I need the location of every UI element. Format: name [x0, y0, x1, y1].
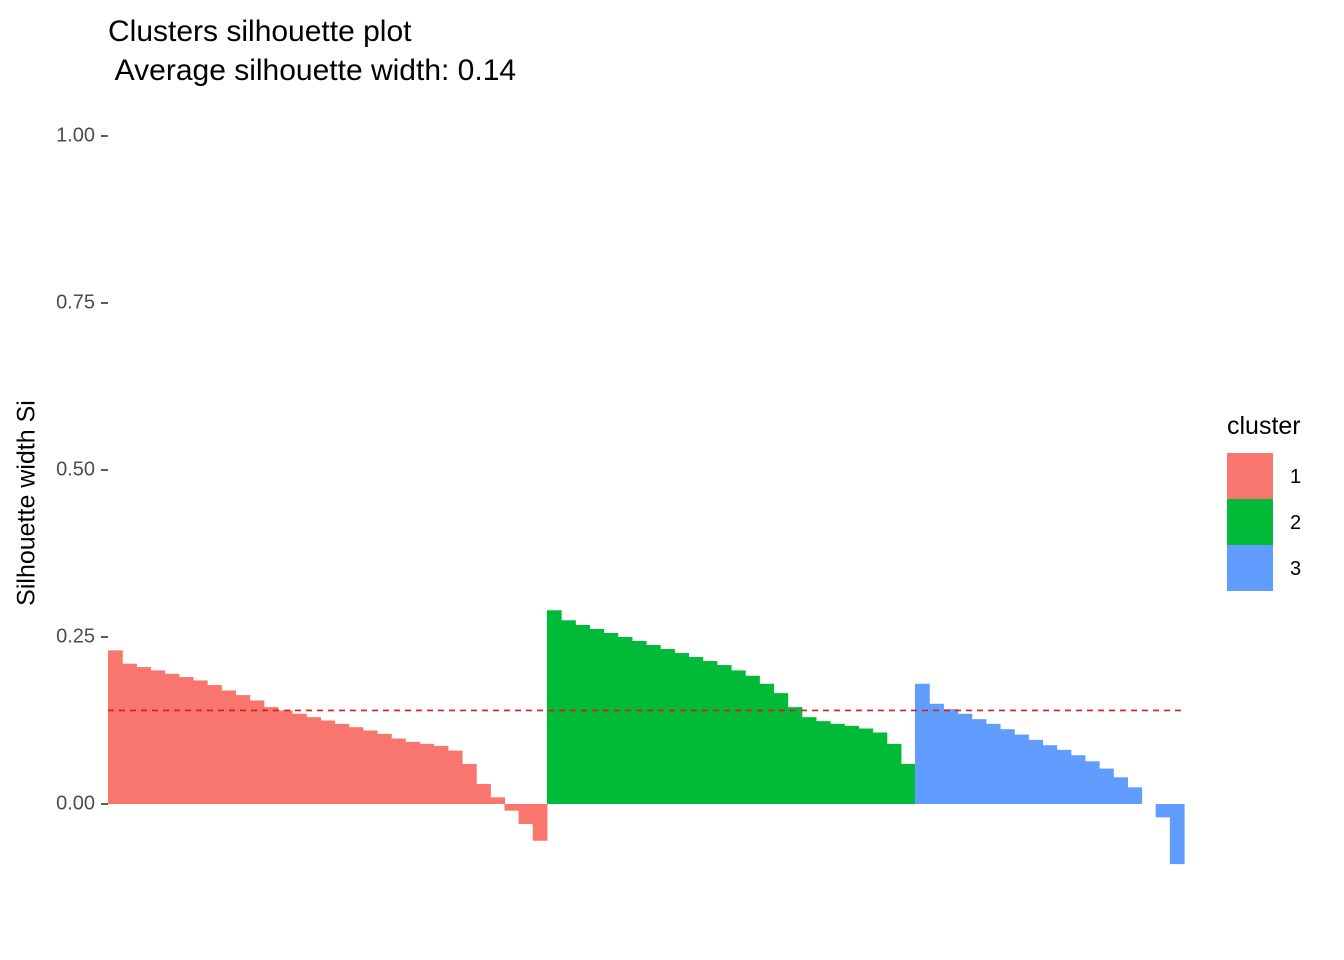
silhouette-bar-cluster-2	[688, 657, 704, 804]
silhouette-bar-cluster-1	[221, 690, 237, 804]
chart-title: Clusters silhouette plot Average silhoue…	[108, 15, 517, 87]
silhouette-bar-cluster-1	[405, 741, 421, 804]
legend-item-3: 3	[1227, 545, 1344, 591]
silhouette-bar-cluster-3	[1070, 755, 1086, 804]
silhouette-bar-cluster-1	[433, 745, 449, 804]
silhouette-bar-cluster-2	[900, 763, 916, 804]
silhouette-bar-cluster-1	[377, 733, 392, 804]
silhouette-bar-cluster-3	[1056, 749, 1072, 804]
silhouette-bar-cluster-1	[348, 727, 364, 804]
silhouette-bars	[108, 610, 1185, 865]
silhouette-bar-cluster-1	[292, 713, 307, 804]
silhouette-bar-cluster-1	[277, 710, 293, 804]
silhouette-bar-cluster-2	[589, 628, 605, 804]
silhouette-bar-cluster-1	[263, 707, 279, 804]
silhouette-bar-cluster-1	[504, 804, 520, 811]
silhouette-bar-cluster-2	[646, 645, 661, 804]
y-tick-label: 0.50	[56, 458, 95, 481]
silhouette-bar-cluster-2	[830, 723, 845, 804]
silhouette-bar-cluster-1	[320, 720, 336, 804]
silhouette-bar-cluster-1	[391, 738, 406, 804]
silhouette-bar-cluster-2	[872, 732, 888, 804]
legend-key	[1227, 499, 1273, 545]
silhouette-bar-cluster-1	[532, 804, 548, 841]
silhouette-bar-cluster-2	[787, 707, 803, 804]
silhouette-bar-cluster-1	[108, 650, 123, 804]
silhouette-bar-cluster-2	[815, 721, 831, 804]
silhouette-bar-cluster-3	[1014, 734, 1029, 804]
legend-item-2: 2	[1227, 499, 1344, 545]
silhouette-bar-cluster-1	[518, 804, 534, 825]
silhouette-bar-cluster-2	[801, 717, 817, 804]
silhouette-bar-cluster-2	[674, 653, 690, 804]
silhouette-bar-cluster-1	[122, 663, 137, 804]
silhouette-bar-cluster-3	[971, 719, 987, 804]
silhouette-bar-cluster-1	[419, 743, 435, 804]
silhouette-bar-cluster-2	[858, 728, 874, 804]
silhouette-bar-cluster-3	[1127, 787, 1143, 804]
silhouette-bar-cluster-2	[575, 624, 590, 804]
silhouette-bar-cluster-1	[490, 797, 506, 804]
silhouette-bar-cluster-1	[164, 673, 180, 804]
silhouette-bar-cluster-3	[929, 703, 944, 804]
silhouette-bar-cluster-3	[1042, 745, 1058, 804]
y-tick-label: 0.00	[56, 792, 95, 815]
silhouette-bar-cluster-1	[207, 685, 222, 804]
silhouette-bar-cluster-3	[999, 729, 1015, 804]
legend-label: 2	[1290, 512, 1302, 534]
silhouette-bar-cluster-1	[235, 695, 251, 804]
silhouette-bar-cluster-2	[617, 637, 633, 804]
silhouette-bar-cluster-2	[716, 665, 732, 804]
y-axis-ticks	[101, 135, 108, 805]
silhouette-bar-cluster-2	[886, 743, 902, 804]
silhouette-bar-cluster-1	[334, 723, 350, 804]
silhouette-bar-cluster-3	[943, 709, 959, 804]
silhouette-bar-cluster-3	[1155, 804, 1171, 818]
silhouette-bar-cluster-1	[178, 677, 194, 804]
silhouette-bar-cluster-1	[249, 700, 265, 804]
silhouette-bar-cluster-3	[1113, 777, 1128, 804]
silhouette-bar-cluster-3	[1028, 739, 1044, 804]
silhouette-bar-cluster-2	[603, 632, 619, 804]
silhouette-bar-cluster-1	[362, 730, 378, 804]
silhouette-bar-cluster-2	[759, 683, 775, 804]
legend-key	[1227, 453, 1273, 499]
silhouette-bar-cluster-2	[702, 661, 718, 804]
silhouette-bar-cluster-2	[631, 641, 647, 804]
silhouette-bar-cluster-1	[192, 680, 208, 804]
silhouette-bar-cluster-2	[745, 675, 760, 804]
silhouette-bar-cluster-3	[1084, 761, 1100, 804]
y-tick-label: 1.00	[56, 124, 95, 147]
y-tick-label: 0.25	[56, 625, 95, 648]
silhouette-bar-cluster-1	[461, 763, 477, 804]
silhouette-bar-cluster-2	[773, 693, 789, 804]
silhouette-bar-cluster-1	[136, 667, 152, 804]
silhouette-bar-cluster-3	[915, 683, 930, 804]
silhouette-bar-cluster-3	[1169, 804, 1185, 865]
silhouette-bar-cluster-1	[306, 717, 321, 804]
silhouette-bar-cluster-3	[957, 713, 973, 804]
legend-key	[1227, 545, 1273, 591]
silhouette-bar-cluster-1	[447, 750, 463, 804]
silhouette-bar-cluster-2	[546, 610, 562, 804]
silhouette-bar-cluster-2	[844, 725, 859, 804]
legend-title: cluster	[1227, 412, 1301, 440]
legend-label: 1	[1290, 466, 1302, 488]
silhouette-bar-cluster-2	[561, 620, 576, 804]
silhouette-bar-cluster-3	[985, 723, 1001, 804]
silhouette-bar-cluster-3	[1099, 768, 1114, 804]
silhouette-bar-cluster-2	[660, 649, 675, 804]
silhouette-bar-cluster-2	[730, 670, 746, 804]
y-tick-label: 0.75	[56, 291, 95, 314]
legend-item-1: 1	[1227, 453, 1344, 499]
legend-label: 3	[1290, 558, 1302, 580]
silhouette-bar-cluster-1	[476, 783, 491, 804]
silhouette-bar-cluster-1	[150, 670, 166, 804]
